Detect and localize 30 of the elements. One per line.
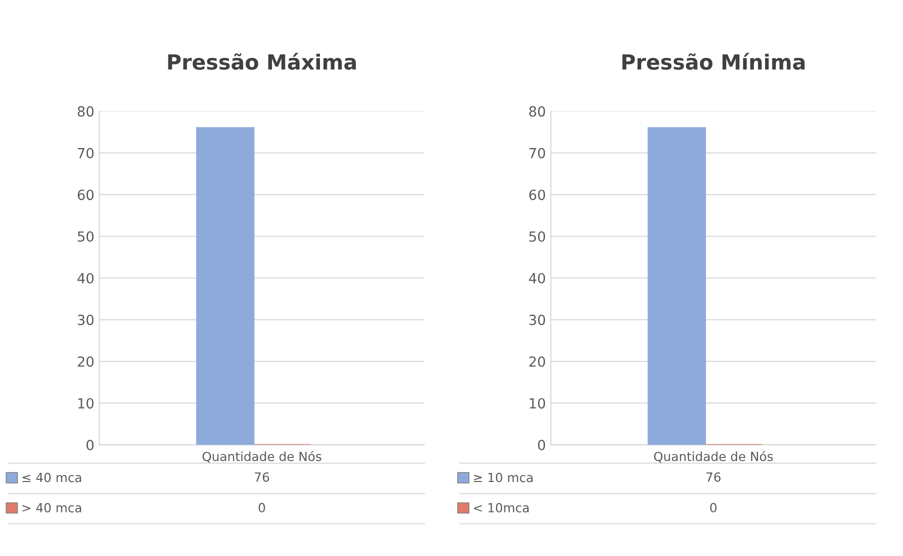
y-tick-label: 50 [78,231,94,242]
text: 0 [710,502,717,512]
legend-label: ≤ 40 mca [22,472,82,482]
y-tick-label: 40 [77,272,94,284]
y-tick-label: 10 [530,398,546,409]
y-tick-label: 70 [78,148,94,158]
legend-label: ≥ 10 mca [474,472,533,482]
y-tick-label: 0 [538,440,546,450]
y-tick-label: 30 [78,314,94,326]
y-tick-label: 0 [86,440,94,450]
text: 0 [258,502,266,512]
y-tick-label: 60 [529,190,546,200]
y-tick-label: 70 [529,148,546,158]
y-tick-label: 30 [529,314,546,326]
y-tick-label: 40 [528,272,546,284]
x-tick-label: Quantidade de Nós [654,450,773,463]
y-tick-label: 50 [529,231,546,242]
x-tick-label: Quantidade de Nós [202,450,322,463]
y-tick-label: 20 [529,356,546,367]
y-tick-label: 20 [78,356,94,367]
y-tick-label: 80 [78,106,94,117]
text: 76 [706,472,721,482]
legend-label: > 40 mca [22,502,82,512]
chart-title: Pressão Máxima [168,52,356,70]
y-tick-label: 80 [529,106,546,117]
y-tick-label: 60 [78,190,94,200]
y-tick-label: 10 [78,398,94,409]
legend-label: < 10mca [474,502,529,512]
text: 76 [254,472,270,482]
chart-title: Pressão Mínima [622,52,805,70]
